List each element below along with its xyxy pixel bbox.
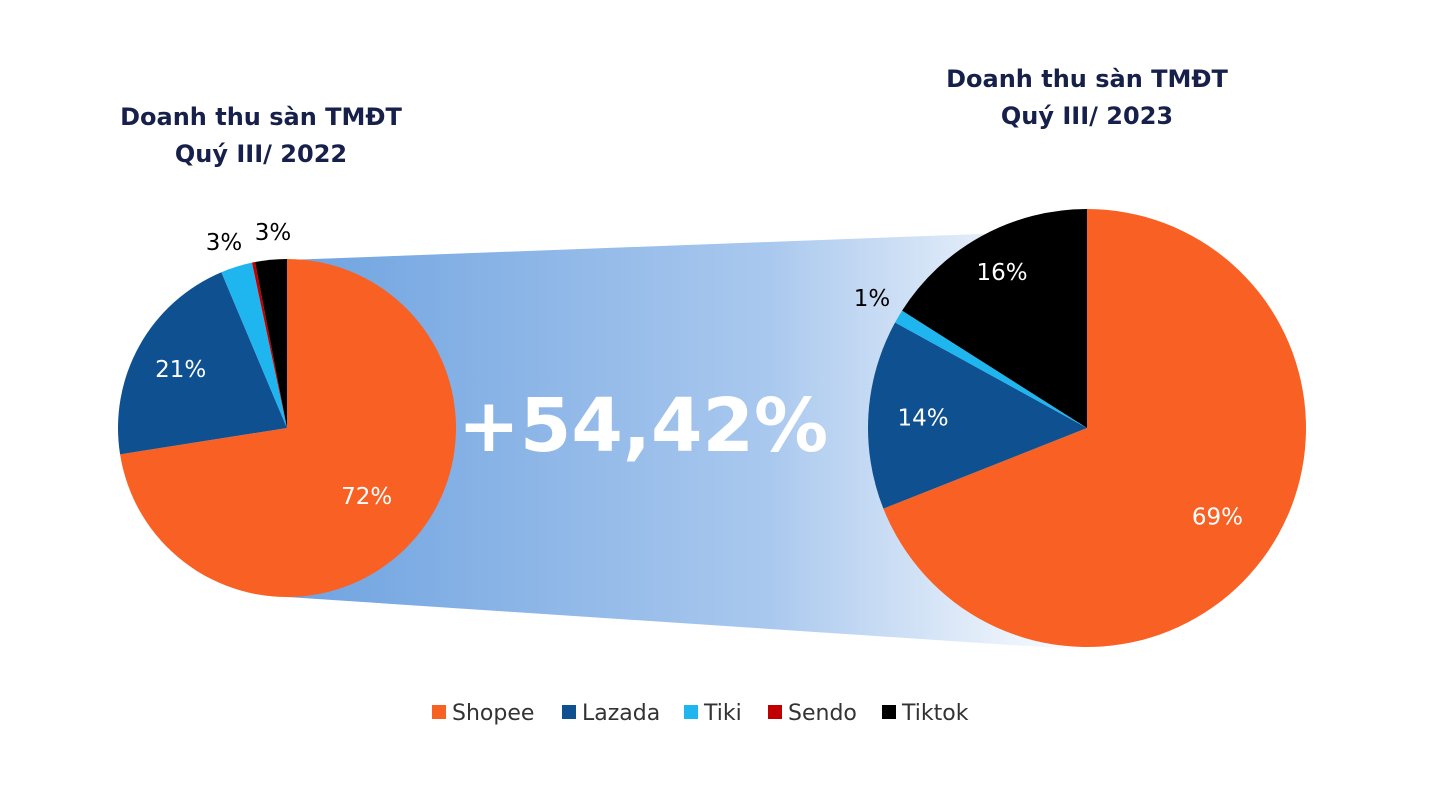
pie-slice-tiki-1 [895, 310, 1087, 428]
growth-percentage: +54,42% [458, 383, 828, 469]
pie-slice-shopee-1 [883, 209, 1307, 647]
pie-slice-lazada-0 [118, 272, 287, 455]
slice-label-lazada-0: 21% [155, 357, 206, 383]
pie-slice-tiktok-0 [255, 259, 287, 428]
pie-slice-shopee-0 [120, 258, 457, 597]
legend-swatch-lazada [562, 705, 576, 719]
slice-label-shopee-0: 72% [341, 484, 392, 510]
legend-swatch-shopee [432, 705, 446, 719]
pie-2022-title-line-1: Doanh thu sàn TMĐT [120, 103, 402, 131]
pie-2023-title-line-2: Quý III/ 2023 [1001, 102, 1173, 130]
slice-label-lazada-1: 14% [898, 406, 949, 432]
slice-labels: 72% 21% 3% 3% 69% 14% 1% 16% [155, 220, 1243, 531]
pie-2023-title-line-1: Doanh thu sàn TMĐT [946, 65, 1228, 93]
legend-swatch-tiktok [882, 705, 896, 719]
legend-swatch-sendo [768, 705, 782, 719]
legend-label-lazada: Lazada [582, 701, 660, 726]
legend-label-sendo: Sendo [788, 701, 857, 726]
pie-slice-lazada-1 [868, 322, 1087, 509]
pie-slice-tiktok-1 [902, 208, 1087, 428]
pie-2023 [868, 208, 1307, 647]
slice-label-tiktok-1: 16% [976, 260, 1027, 286]
slice-label-shopee-1: 69% [1192, 505, 1243, 531]
pie-2022 [118, 258, 457, 597]
slice-label-tiki-0: 3% [206, 230, 243, 256]
legend-label-shopee: Shopee [452, 701, 534, 726]
legend-label-tiki: Tiki [703, 701, 742, 726]
legend-label-tiktok: Tiktok [901, 701, 969, 726]
pie-slice-tiki-0 [221, 262, 287, 428]
growth-band [287, 230, 1087, 650]
slice-label-tiktok-0: 3% [255, 220, 292, 246]
legend-swatch-tiki [684, 705, 698, 719]
pie-2022-title-line-2: Quý III/ 2022 [175, 140, 347, 168]
slice-label-tiki-1: 1% [854, 286, 891, 312]
legend: Shopee Lazada Tiki Sendo Tiktok [432, 701, 969, 726]
pie-slice-sendo-0 [251, 262, 287, 428]
